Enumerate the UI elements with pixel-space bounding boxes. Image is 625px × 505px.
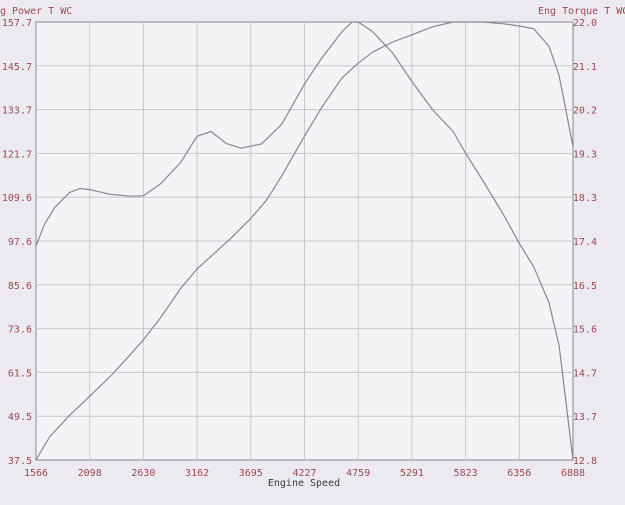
y-right-tick-label: 16.5 xyxy=(573,281,597,292)
y-right-tick-label: 20.2 xyxy=(573,106,597,117)
power-curve xyxy=(35,21,574,461)
x-axis-label: Engine Speed xyxy=(268,478,340,489)
y-right-tick-label: 13.7 xyxy=(573,412,597,423)
right-axis-title: Eng Torque T WC xyxy=(538,6,625,17)
y-right-tick-label: 14.7 xyxy=(573,368,597,379)
y-left-tick-label: 97.6 xyxy=(8,237,32,248)
y-left-tick-label: 37.5 xyxy=(8,456,32,467)
series-layer xyxy=(35,21,574,461)
x-tick-label: 6888 xyxy=(561,468,585,479)
x-tick-label: 2098 xyxy=(78,468,102,479)
y-right-tick-label: 19.3 xyxy=(573,149,597,160)
torque-curve xyxy=(35,21,574,461)
x-tick-label: 1566 xyxy=(24,468,48,479)
y-left-tick-label: 49.5 xyxy=(8,412,32,423)
y-left-tick-label: 145.7 xyxy=(2,62,32,73)
x-tick-label: 5291 xyxy=(400,468,424,479)
y-right-tick-label: 18.3 xyxy=(573,193,597,204)
y-right-tick-label: 12.8 xyxy=(573,456,597,467)
y-left-tick-label: 157.7 xyxy=(2,18,32,29)
y-left-tick-label: 73.6 xyxy=(8,325,32,336)
y-left-tick-label: 121.7 xyxy=(2,149,32,160)
y-right-tick-label: 21.1 xyxy=(573,62,597,73)
x-tick-label: 4759 xyxy=(346,468,370,479)
tick-labels: 1566 2098 2630 3162 3695 4227 4759 5291 5823 6356… xyxy=(2,18,597,479)
x-tick-label: 3695 xyxy=(239,468,263,479)
grid-lines xyxy=(36,22,573,460)
y-left-tick-label: 109.6 xyxy=(2,193,32,204)
y-right-tick-label: 22.0 xyxy=(573,18,597,29)
y-left-tick-label: 85.6 xyxy=(8,281,32,292)
x-tick-label: 3162 xyxy=(185,468,209,479)
y-left-tick-label: 133.7 xyxy=(2,106,32,117)
left-axis-title: g Power T WC xyxy=(0,6,72,17)
y-right-tick-label: 17.4 xyxy=(573,237,597,248)
x-tick-label: 2630 xyxy=(131,468,155,479)
y-right-tick-label: 15.6 xyxy=(573,325,597,336)
x-tick-label: 4227 xyxy=(292,468,316,479)
x-tick-label: 5823 xyxy=(454,468,478,479)
y-left-tick-label: 61.5 xyxy=(8,368,32,379)
x-tick-label: 6356 xyxy=(507,468,531,479)
